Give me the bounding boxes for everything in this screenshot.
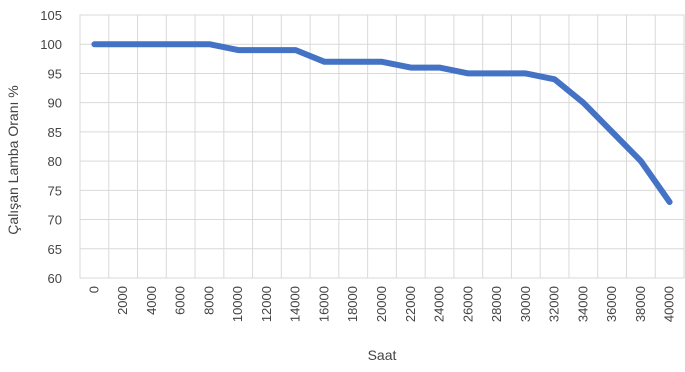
data-point — [639, 159, 643, 163]
x-tick-label: 36000 — [604, 286, 619, 322]
x-tick-label: 12000 — [259, 286, 274, 322]
data-point — [121, 42, 125, 46]
x-tick-label: 20000 — [374, 286, 389, 322]
x-tick-label: 16000 — [316, 286, 331, 322]
data-point — [610, 130, 614, 134]
y-tick-label: 85 — [48, 125, 62, 140]
y-tick-label: 60 — [48, 271, 62, 286]
y-tick-label: 65 — [48, 242, 62, 257]
y-tick-label: 90 — [48, 96, 62, 111]
y-tick-label: 75 — [48, 183, 62, 198]
data-point — [179, 42, 183, 46]
x-tick-label: 30000 — [518, 286, 533, 322]
y-axis-title: Çalışan Lamba Oranı % — [5, 85, 21, 234]
series-line — [91, 41, 673, 205]
x-tick-label: 18000 — [345, 286, 360, 322]
x-tick-label: 38000 — [633, 286, 648, 322]
y-axis-ticks: 60 65 70 75 80 85 90 95 100 105 — [40, 8, 62, 286]
x-tick-label: 40000 — [662, 286, 677, 322]
data-point — [92, 42, 96, 46]
y-tick-label: 80 — [48, 154, 62, 169]
x-tick-label: 6000 — [173, 286, 188, 315]
x-axis-title: Saat — [368, 347, 397, 363]
x-tick-label: 34000 — [575, 286, 590, 322]
data-point — [294, 48, 298, 52]
x-tick-label: 10000 — [230, 286, 245, 322]
data-point — [265, 48, 269, 52]
data-point — [322, 60, 326, 64]
x-tick-label: 14000 — [288, 286, 303, 322]
x-tick-label: 0 — [86, 286, 101, 293]
y-tick-label: 70 — [48, 213, 62, 228]
data-point — [150, 42, 154, 46]
data-point — [409, 66, 413, 70]
data-point — [495, 71, 499, 75]
plot-border — [79, 14, 685, 279]
x-tick-label: 32000 — [547, 286, 562, 322]
y-tick-label: 105 — [40, 8, 62, 23]
x-tick-label: 8000 — [201, 286, 216, 315]
x-tick-label: 2000 — [115, 286, 130, 315]
data-point — [351, 60, 355, 64]
x-tick-label: 26000 — [460, 286, 475, 322]
data-point — [668, 200, 672, 204]
data-point — [236, 48, 240, 52]
y-tick-label: 100 — [40, 37, 62, 52]
data-point — [466, 71, 470, 75]
x-tick-label: 28000 — [489, 286, 504, 322]
data-point — [581, 101, 585, 105]
series-layer — [91, 41, 673, 205]
data-point — [207, 42, 211, 46]
x-tick-label: 22000 — [403, 286, 418, 322]
data-point — [553, 77, 557, 81]
x-tick-label: 24000 — [432, 286, 447, 322]
x-axis-ticks: 0 2000 4000 6000 8000 10000 12000 14000 16000 180… — [86, 286, 676, 322]
grid-layer — [79, 14, 685, 279]
y-tick-label: 95 — [48, 66, 62, 81]
data-point — [438, 66, 442, 70]
data-point — [380, 60, 384, 64]
x-tick-label: 4000 — [144, 286, 159, 315]
data-point — [524, 71, 528, 75]
